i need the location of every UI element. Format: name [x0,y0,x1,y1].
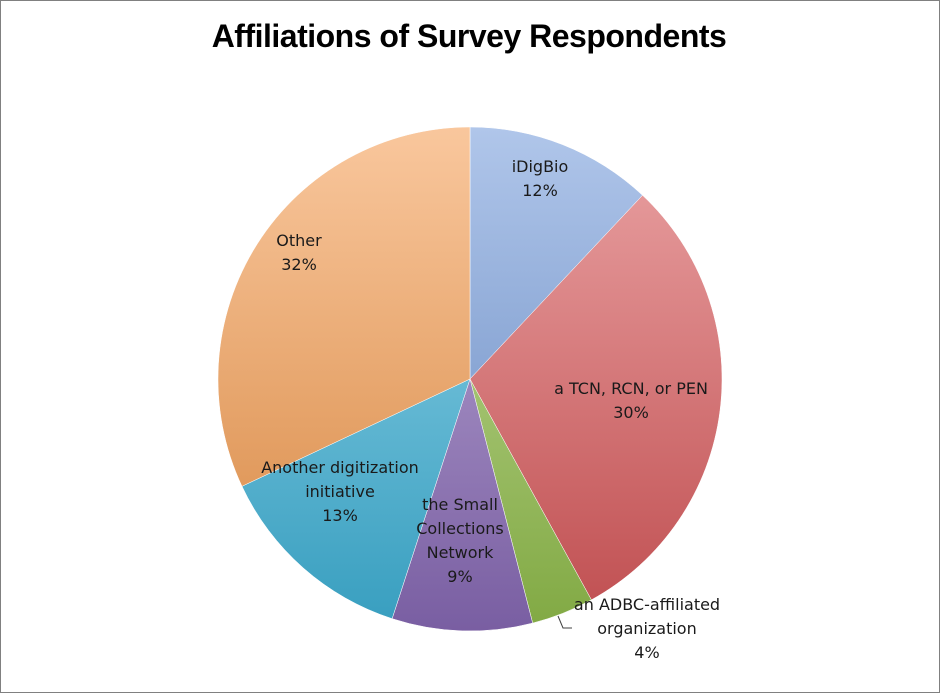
data-label-adbc-affiliated: an ADBC-affiliated organization 4% [574,595,720,662]
leader-line-adbc-affiliated [557,615,572,629]
pie-slice-idigbio [469,126,643,380]
chart-title: Affiliations of Survey Respondents [211,18,727,54]
data-label-other: Other 32% [276,231,322,274]
data-label-another-digitization-initiative: Another digitization initiative 13% [261,458,419,525]
pie-slice-other [217,126,471,487]
slices-layer [217,126,723,632]
data-label-tcn-rcn-pen: a TCN, RCN, or PEN 30% [554,379,708,422]
pie-slice-tcn-rcn-pen [469,194,723,601]
data-label-small-collections-network: the Small Collections Network 9% [416,495,503,586]
data-label-idigbio: iDigBio 12% [512,157,569,200]
pie-slice-small-collections-network [391,378,533,632]
pie-slice-another-digitization-initiative [241,378,471,619]
leader-layer [557,615,572,629]
labels-layer: iDigBio 12% a TCN, RCN, or PEN 30% an ADBC-a… [261,157,720,662]
